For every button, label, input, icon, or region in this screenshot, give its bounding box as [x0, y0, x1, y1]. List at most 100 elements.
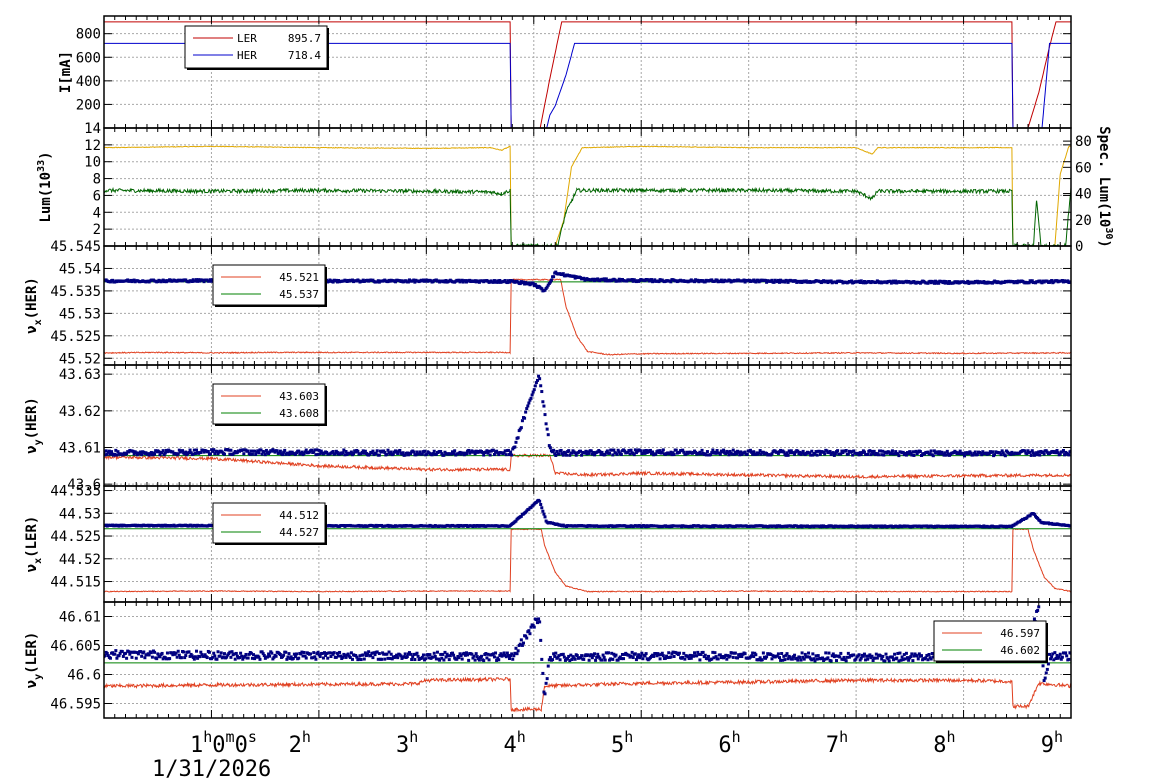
data-point [1047, 652, 1051, 656]
data-point [778, 656, 782, 660]
data-point [570, 451, 574, 455]
data-point [782, 450, 786, 454]
data-point [323, 651, 327, 655]
data-point [546, 433, 550, 437]
data-point [524, 634, 528, 638]
data-point [527, 629, 531, 633]
data-point [895, 656, 899, 660]
data-point [495, 280, 499, 284]
data-point [496, 279, 500, 283]
data-point [993, 453, 997, 457]
data-point [842, 655, 846, 659]
data-point [598, 656, 602, 660]
data-point [852, 449, 856, 453]
data-point [202, 280, 206, 284]
data-point [313, 655, 317, 659]
data-point [239, 651, 243, 655]
panel-nux-ler: 44.515 44.52 44.525 44.53 44.535 νx(LER) 44.51… [24, 484, 1072, 603]
data-point [742, 278, 746, 282]
panel-nux-her: 45.52 45.525 45.53 45.535 45.54 45.545 νx(HER)… [24, 239, 1072, 367]
data-point [829, 279, 833, 283]
legend-value: 43.603 [279, 390, 319, 403]
data-point [757, 451, 761, 455]
data-point [827, 651, 831, 655]
data-point [149, 651, 153, 655]
data-point [596, 652, 600, 656]
data-point [339, 654, 343, 658]
data-point [297, 449, 301, 453]
data-point [1037, 450, 1041, 454]
data-point [455, 657, 459, 661]
data-point [872, 449, 876, 453]
data-point [800, 651, 804, 655]
data-point [556, 655, 560, 659]
data-point [420, 452, 424, 456]
data-point [249, 651, 253, 655]
data-point [120, 649, 124, 653]
data-point [415, 450, 419, 454]
data-point [532, 625, 536, 629]
data-point [1066, 279, 1070, 283]
data-point [703, 653, 707, 657]
data-point [897, 659, 901, 663]
y-tick-label: 45.535 [50, 284, 101, 300]
data-point [521, 641, 525, 645]
data-point [710, 451, 714, 455]
data-point [1044, 671, 1048, 675]
data-point [930, 652, 934, 656]
data-point [885, 451, 889, 455]
data-point [745, 452, 749, 456]
data-point [320, 651, 324, 655]
data-point [543, 413, 547, 417]
data-point [542, 404, 546, 408]
data-point [982, 280, 986, 284]
data-point [427, 656, 431, 660]
data-point [535, 378, 539, 382]
data-point [783, 658, 787, 662]
data-point [725, 657, 729, 661]
data-point [414, 453, 418, 457]
data-point [681, 655, 685, 659]
data-point [431, 452, 435, 456]
data-point [168, 657, 172, 661]
data-point [815, 657, 819, 661]
data-point [539, 503, 543, 507]
y-tick-label: 400 [76, 74, 101, 90]
data-point [754, 653, 758, 657]
data-point [302, 650, 306, 654]
data-point [617, 450, 621, 454]
data-point [778, 280, 782, 284]
data-point [876, 453, 880, 457]
data-point [383, 657, 387, 661]
data-point [385, 652, 389, 656]
data-point [1046, 662, 1050, 666]
data-point [111, 278, 115, 282]
data-point [202, 450, 206, 454]
data-point [915, 452, 919, 456]
data-point [495, 658, 499, 662]
data-point [547, 444, 551, 448]
x-tick-label: 1h0m0s [190, 728, 257, 758]
data-point [912, 654, 916, 658]
data-point [705, 657, 709, 661]
data-point [254, 452, 258, 456]
data-point [830, 654, 834, 658]
data-point [315, 448, 319, 452]
data-point [531, 624, 535, 628]
data-point [200, 653, 204, 657]
data-point [743, 450, 747, 454]
data-point [696, 650, 700, 654]
data-point [1037, 605, 1041, 609]
data-point [459, 654, 463, 658]
y-tick-label: 46.595 [50, 697, 101, 713]
data-point [435, 650, 439, 654]
data-point [412, 278, 416, 282]
data-point [966, 279, 970, 283]
data-point [714, 451, 718, 455]
data-point [158, 453, 162, 457]
data-point [682, 450, 686, 454]
data-point [627, 449, 631, 453]
data-point [897, 454, 901, 458]
data-point [862, 652, 866, 656]
data-point [769, 652, 773, 656]
